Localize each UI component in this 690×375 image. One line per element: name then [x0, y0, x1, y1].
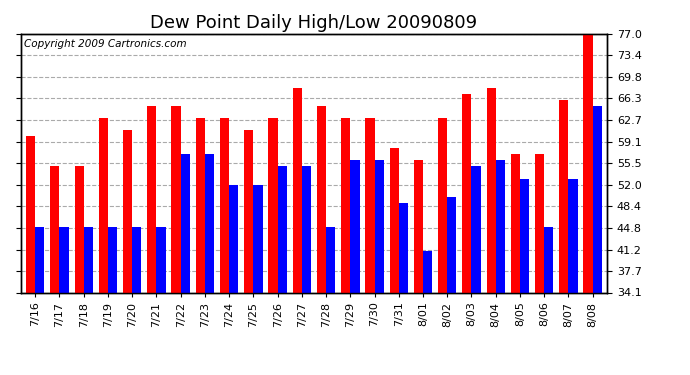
Bar	[365, 118, 375, 292]
Title: Dew Point Daily High/Low 20090809: Dew Point Daily High/Low 20090809	[150, 14, 477, 32]
Bar	[268, 118, 277, 292]
Bar	[486, 88, 495, 292]
Bar	[123, 130, 132, 292]
Bar	[99, 118, 108, 292]
Bar	[181, 154, 190, 292]
Bar	[423, 251, 432, 292]
Bar	[520, 178, 529, 292]
Bar	[229, 184, 238, 292]
Bar	[317, 106, 326, 292]
Bar	[341, 118, 351, 292]
Bar	[277, 166, 287, 292]
Bar	[171, 106, 181, 292]
Bar	[302, 166, 311, 292]
Bar	[35, 227, 44, 292]
Bar	[326, 227, 335, 292]
Bar	[399, 202, 408, 292]
Bar	[447, 196, 457, 292]
Bar	[157, 227, 166, 292]
Bar	[244, 130, 253, 292]
Bar	[438, 118, 447, 292]
Bar	[544, 227, 553, 292]
Bar	[414, 160, 423, 292]
Bar	[253, 184, 263, 292]
Bar	[584, 28, 593, 292]
Bar	[569, 178, 578, 292]
Bar	[132, 227, 141, 292]
Bar	[75, 166, 83, 292]
Bar	[535, 154, 544, 292]
Bar	[471, 166, 481, 292]
Bar	[50, 166, 59, 292]
Bar	[462, 94, 471, 292]
Bar	[26, 136, 35, 292]
Bar	[196, 118, 205, 292]
Bar	[495, 160, 505, 292]
Bar	[83, 227, 93, 292]
Bar	[511, 154, 520, 292]
Bar	[375, 160, 384, 292]
Bar	[205, 154, 214, 292]
Bar	[59, 227, 69, 292]
Bar	[593, 106, 602, 292]
Bar	[559, 100, 569, 292]
Bar	[293, 88, 302, 292]
Text: Copyright 2009 Cartronics.com: Copyright 2009 Cartronics.com	[23, 39, 186, 49]
Bar	[351, 160, 359, 292]
Bar	[220, 118, 229, 292]
Bar	[108, 227, 117, 292]
Bar	[390, 148, 399, 292]
Bar	[147, 106, 157, 292]
